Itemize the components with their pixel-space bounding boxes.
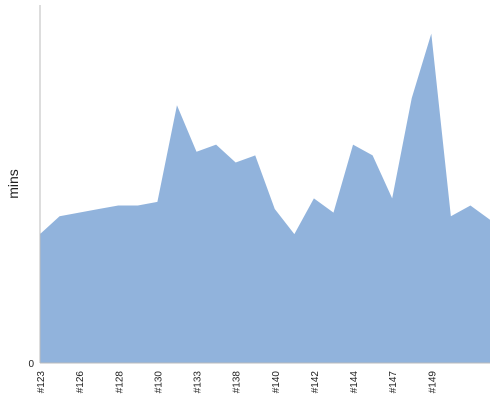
x-tick-label: #140 (271, 371, 282, 394)
series-area (40, 33, 490, 363)
area-layer (40, 33, 490, 363)
x-tick-label: #142 (310, 371, 321, 394)
y-tick-labels: 0 (28, 359, 34, 370)
x-tick-label: #133 (193, 371, 204, 394)
x-tick-label: #123 (36, 371, 47, 394)
x-tick-label: #130 (153, 371, 164, 394)
y-axis-label: mins (5, 169, 21, 199)
x-tick-label: #149 (427, 371, 438, 394)
x-tick-label: #128 (114, 371, 125, 394)
x-tick-labels: #123 #126 #128 #130 #133 #138 #140 #142 #144 #147… (36, 371, 438, 394)
x-tick-label: #144 (349, 371, 360, 394)
x-tick-label: #138 (232, 371, 243, 394)
x-tick-label: #126 (75, 371, 86, 394)
x-tick-label: #147 (388, 371, 399, 394)
y-tick-label: 0 (28, 359, 34, 370)
